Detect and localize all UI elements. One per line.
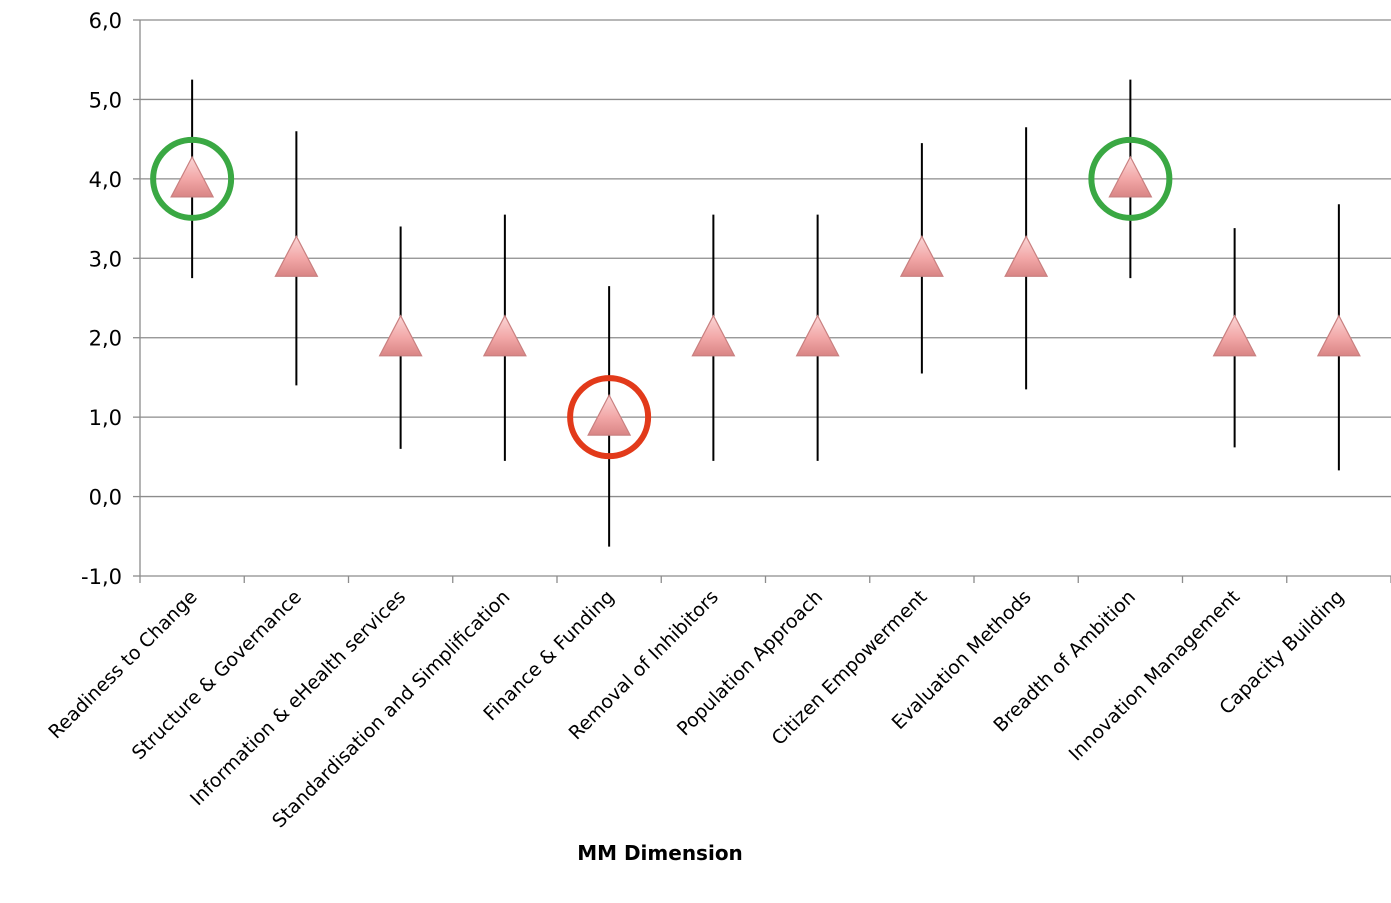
highlight-circle bbox=[150, 136, 235, 221]
highlight-circle bbox=[567, 375, 652, 460]
x-tick-label: Innovation Management bbox=[1065, 586, 1244, 765]
data-point-triangle bbox=[899, 234, 944, 277]
gridlines bbox=[140, 19, 1391, 498]
data-point-triangle bbox=[691, 314, 736, 357]
highlight-circle bbox=[1088, 136, 1173, 221]
data-point-triangle bbox=[587, 393, 632, 436]
data-point-triangle bbox=[170, 155, 215, 198]
data-point-triangle bbox=[1108, 155, 1153, 198]
x-axis-label: MM Dimension bbox=[577, 841, 743, 865]
x-tick-label: Structure & Governance bbox=[128, 586, 306, 764]
y-tick-label: 5,0 bbox=[89, 88, 122, 112]
data-point-triangle bbox=[1212, 314, 1257, 357]
data-point-triangle bbox=[1004, 234, 1049, 277]
x-tick-label: Information & eHealth services bbox=[186, 586, 410, 810]
x-tick-label: Standardisation and Simplification bbox=[268, 586, 514, 832]
data-point-triangle bbox=[1316, 314, 1361, 357]
y-tick-label: 6,0 bbox=[89, 9, 122, 33]
highlight-circles bbox=[150, 136, 1173, 460]
y-tick-label: 0,0 bbox=[89, 486, 122, 510]
error-bars bbox=[191, 79, 1340, 547]
data-markers bbox=[170, 155, 1361, 436]
y-tick-label: 3,0 bbox=[89, 247, 122, 271]
data-point-triangle bbox=[482, 314, 527, 357]
y-tick-label: 4,0 bbox=[89, 168, 122, 192]
y-tick-label: 2,0 bbox=[89, 327, 122, 351]
y-tick-label: -1,0 bbox=[81, 565, 122, 589]
data-point-triangle bbox=[795, 314, 840, 357]
y-tick-labels: -1,0 0,0 1,0 2,0 3,0 4,0 5,0 6,0 bbox=[81, 9, 122, 589]
axes bbox=[133, 19, 1391, 583]
data-point-triangle bbox=[274, 234, 319, 277]
data-point-triangle bbox=[378, 314, 423, 357]
y-tick-label: 1,0 bbox=[89, 406, 122, 430]
